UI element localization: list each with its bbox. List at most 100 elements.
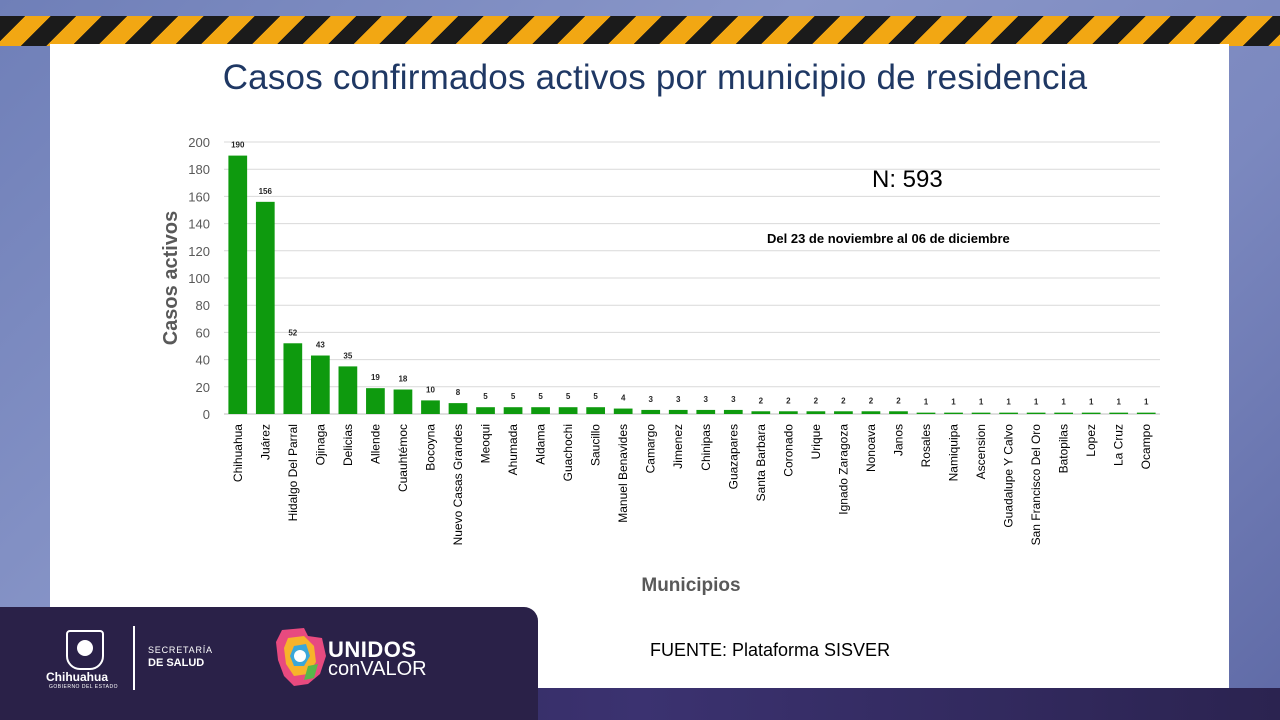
y-tick-label: 160 — [188, 189, 210, 204]
bar-value-label: 35 — [343, 351, 352, 360]
category-label: Bocoyna — [423, 424, 437, 471]
category-label: Manuel Benavides — [616, 424, 630, 523]
category-label: Ignado Zaragoza — [836, 424, 850, 515]
bar-value-label: 2 — [786, 396, 791, 405]
bar — [999, 412, 1018, 414]
bar — [228, 155, 248, 414]
bar-value-label: 1 — [1116, 398, 1121, 407]
slide-title: Casos confirmados activos por municipio … — [222, 58, 1088, 97]
category-label: Cuauhtémoc — [396, 424, 410, 492]
category-label: Rosales — [919, 424, 933, 467]
bar-value-label: 8 — [456, 388, 461, 397]
category-label: Hidalgo Del Parral — [286, 424, 300, 521]
category-label: Chinipas — [699, 424, 713, 471]
bar-value-label: 190 — [231, 141, 245, 150]
bar-value-label: 1 — [979, 398, 984, 407]
bar-value-label: 5 — [538, 392, 543, 401]
category-label: Guazapares — [726, 424, 740, 489]
bar — [558, 407, 578, 414]
bar — [448, 403, 468, 414]
y-axis-title: Casos activos — [160, 211, 182, 346]
logo-divider — [133, 626, 135, 690]
bar — [283, 343, 303, 414]
bar — [916, 412, 936, 414]
state-crest-icon — [66, 630, 104, 670]
bar-value-label: 43 — [316, 341, 325, 350]
bar-value-label: 4 — [621, 394, 626, 403]
bar — [1054, 412, 1074, 414]
category-label: Coronado — [781, 424, 795, 477]
secretaria-text: SECRETARÍA — [148, 645, 213, 655]
category-label: Ocampo — [1139, 424, 1153, 470]
con-valor-text: conVALOR — [328, 658, 427, 680]
x-axis-title: Municipios — [641, 575, 740, 596]
category-label: Lopez — [1084, 424, 1098, 457]
category-label: Namiquipa — [947, 424, 961, 482]
category-label: San Francisco Del Oro — [1029, 424, 1043, 546]
bar — [421, 400, 440, 414]
bar — [503, 407, 523, 414]
y-tick-label: 200 — [188, 135, 210, 150]
bar — [613, 408, 633, 414]
gobierno-text: GOBIERNO DEL ESTADO — [49, 684, 118, 690]
bar-value-label: 2 — [841, 396, 846, 405]
category-label: Ahumada — [506, 424, 520, 476]
bar — [476, 407, 495, 414]
bar — [889, 411, 908, 414]
bar — [1136, 412, 1156, 414]
source-note: FUENTE: Plataforma SISVER — [650, 640, 891, 660]
bar-value-label: 19 — [371, 373, 380, 382]
category-label: Batopilas — [1057, 424, 1071, 473]
bar — [668, 409, 688, 414]
bar-value-label: 1 — [924, 398, 929, 407]
category-label: Juárez — [258, 424, 272, 460]
y-tick-label: 100 — [188, 271, 210, 286]
salud-text: DE SALUD — [148, 657, 205, 669]
unidos-map-icon — [276, 628, 326, 686]
y-tick-label: 140 — [188, 217, 210, 232]
category-label: Camargo — [644, 424, 658, 474]
bar — [393, 389, 413, 414]
bar-value-label: 5 — [566, 392, 571, 401]
category-label: Santa Barbara — [754, 424, 768, 502]
bar-value-label: 2 — [814, 396, 819, 405]
bar — [751, 411, 771, 414]
category-label: Guachochi — [561, 424, 575, 481]
bar — [531, 407, 550, 414]
bar-value-label: 3 — [676, 395, 681, 404]
total-count: N: 593 — [872, 166, 943, 193]
bar — [971, 412, 991, 414]
category-label: Delicias — [341, 424, 355, 466]
category-label: Jimenez — [671, 424, 685, 469]
bar — [310, 355, 330, 414]
bar — [806, 411, 826, 414]
logo-band — [0, 607, 538, 720]
category-label: Allende — [368, 424, 382, 464]
bar-value-label: 52 — [288, 328, 297, 337]
category-label: Meoqui — [479, 424, 493, 463]
bar-value-label: 1 — [1089, 398, 1094, 407]
category-label: Guadalupe Y Calvo — [1002, 424, 1016, 528]
category-label: Saucillo — [589, 424, 603, 466]
chihuahua-logo-text: Chihuahua — [46, 670, 108, 684]
y-tick-label: 0 — [203, 407, 210, 422]
bar-value-label: 18 — [398, 375, 407, 384]
bar-value-label: 3 — [731, 395, 736, 404]
y-tick-label: 80 — [196, 298, 210, 313]
bar-value-label: 3 — [648, 395, 653, 404]
category-label: Ojinaga — [313, 424, 327, 466]
bar — [255, 201, 275, 414]
bar-value-label: 156 — [259, 187, 273, 196]
bar — [586, 407, 606, 414]
bar — [834, 411, 853, 414]
bar — [366, 388, 385, 414]
y-tick-label: 180 — [188, 162, 210, 177]
category-label: Chihuahua — [231, 424, 245, 482]
bar — [861, 411, 881, 414]
bar-value-label: 1 — [1034, 398, 1039, 407]
bar-value-label: 5 — [511, 392, 516, 401]
category-label: Nonoava — [864, 424, 878, 472]
bar — [944, 412, 963, 414]
bar-value-label: 2 — [869, 396, 874, 405]
